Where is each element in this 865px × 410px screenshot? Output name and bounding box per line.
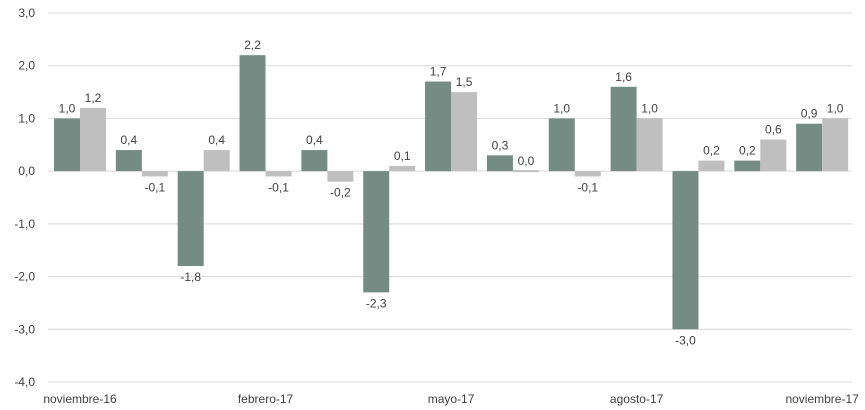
bar — [54, 118, 80, 172]
bar — [760, 139, 787, 172]
data-labels: 1,0 0,4 -1,8 2,2 0,4 -2,3 1,7 0,3 1,0 1,6 -3,0 0,2 0… — [59, 38, 844, 347]
bar — [574, 171, 601, 177]
data-label: 2,2 — [244, 38, 261, 52]
y-tick-label: -4,0 — [14, 375, 35, 389]
y-tick-label: 2,0 — [18, 59, 35, 73]
data-label: -1,8 — [180, 270, 201, 284]
bar — [363, 171, 390, 293]
data-label: 0,3 — [492, 138, 509, 152]
data-label: -2,3 — [366, 296, 387, 310]
bar — [512, 170, 539, 173]
data-label: -3,0 — [675, 333, 696, 347]
bar — [425, 81, 452, 172]
data-label: 0,1 — [394, 149, 411, 163]
bar — [389, 165, 416, 172]
y-tick-label: -2,0 — [14, 270, 35, 284]
bar — [610, 86, 637, 172]
data-label: -0,1 — [577, 180, 598, 194]
data-label: -0,1 — [145, 180, 166, 194]
data-label: 0,2 — [739, 144, 756, 158]
x-tick-label: febrero-17 — [238, 392, 294, 406]
bars — [54, 55, 849, 330]
x-tick-label: mayo-17 — [428, 392, 475, 406]
x-tick-label: agosto-17 — [610, 392, 664, 406]
gridlines — [48, 12, 852, 383]
x-axis-tick-labels: noviembre-16 febrero-17 mayo-17 agosto-17 no… — [43, 392, 859, 406]
data-label: 1,5 — [456, 75, 473, 89]
data-label: 0,4 — [121, 133, 138, 147]
data-label: 1,0 — [553, 101, 570, 115]
y-tick-label: 3,0 — [18, 6, 35, 20]
data-label: 1,6 — [615, 70, 632, 84]
bar — [822, 118, 849, 172]
data-label: 1,7 — [430, 65, 447, 79]
data-label: 1,0 — [641, 101, 658, 115]
data-label: 0,0 — [518, 154, 535, 168]
bar — [177, 171, 204, 267]
data-label: 0,4 — [208, 133, 225, 147]
data-label: 1,0 — [827, 101, 844, 115]
bar — [636, 118, 663, 172]
bar — [548, 118, 575, 172]
bar — [451, 92, 478, 172]
bar — [486, 155, 513, 172]
x-tick-label: noviembre-16 — [43, 392, 117, 406]
y-tick-label: -1,0 — [14, 217, 35, 231]
bar — [203, 150, 230, 172]
bar — [265, 171, 292, 177]
y-tick-label: -3,0 — [14, 322, 35, 336]
y-axis-tick-labels: 3,0 2,0 1,0 0,0 -1,0 -2,0 -3,0 -4,0 — [14, 6, 35, 389]
bar — [327, 171, 354, 182]
bar — [698, 160, 725, 172]
bar — [672, 171, 699, 330]
y-tick-label: 0,0 — [18, 164, 35, 178]
bar — [239, 55, 266, 172]
bar — [80, 107, 106, 172]
x-tick-label: noviembre-17 — [785, 392, 859, 406]
y-tick-label: 1,0 — [18, 111, 35, 125]
bar — [301, 150, 328, 172]
data-label: 1,0 — [59, 101, 76, 115]
data-label: 0,2 — [703, 144, 720, 158]
bar — [734, 160, 761, 172]
data-label: -0,2 — [330, 186, 351, 200]
bar — [796, 123, 823, 172]
data-label: 1,2 — [85, 91, 102, 105]
bar — [141, 171, 168, 177]
data-label: 0,4 — [306, 133, 323, 147]
data-label: 0,9 — [801, 107, 818, 121]
bar — [115, 150, 142, 172]
data-label: 0,6 — [765, 123, 782, 137]
data-label: -0,1 — [268, 180, 289, 194]
